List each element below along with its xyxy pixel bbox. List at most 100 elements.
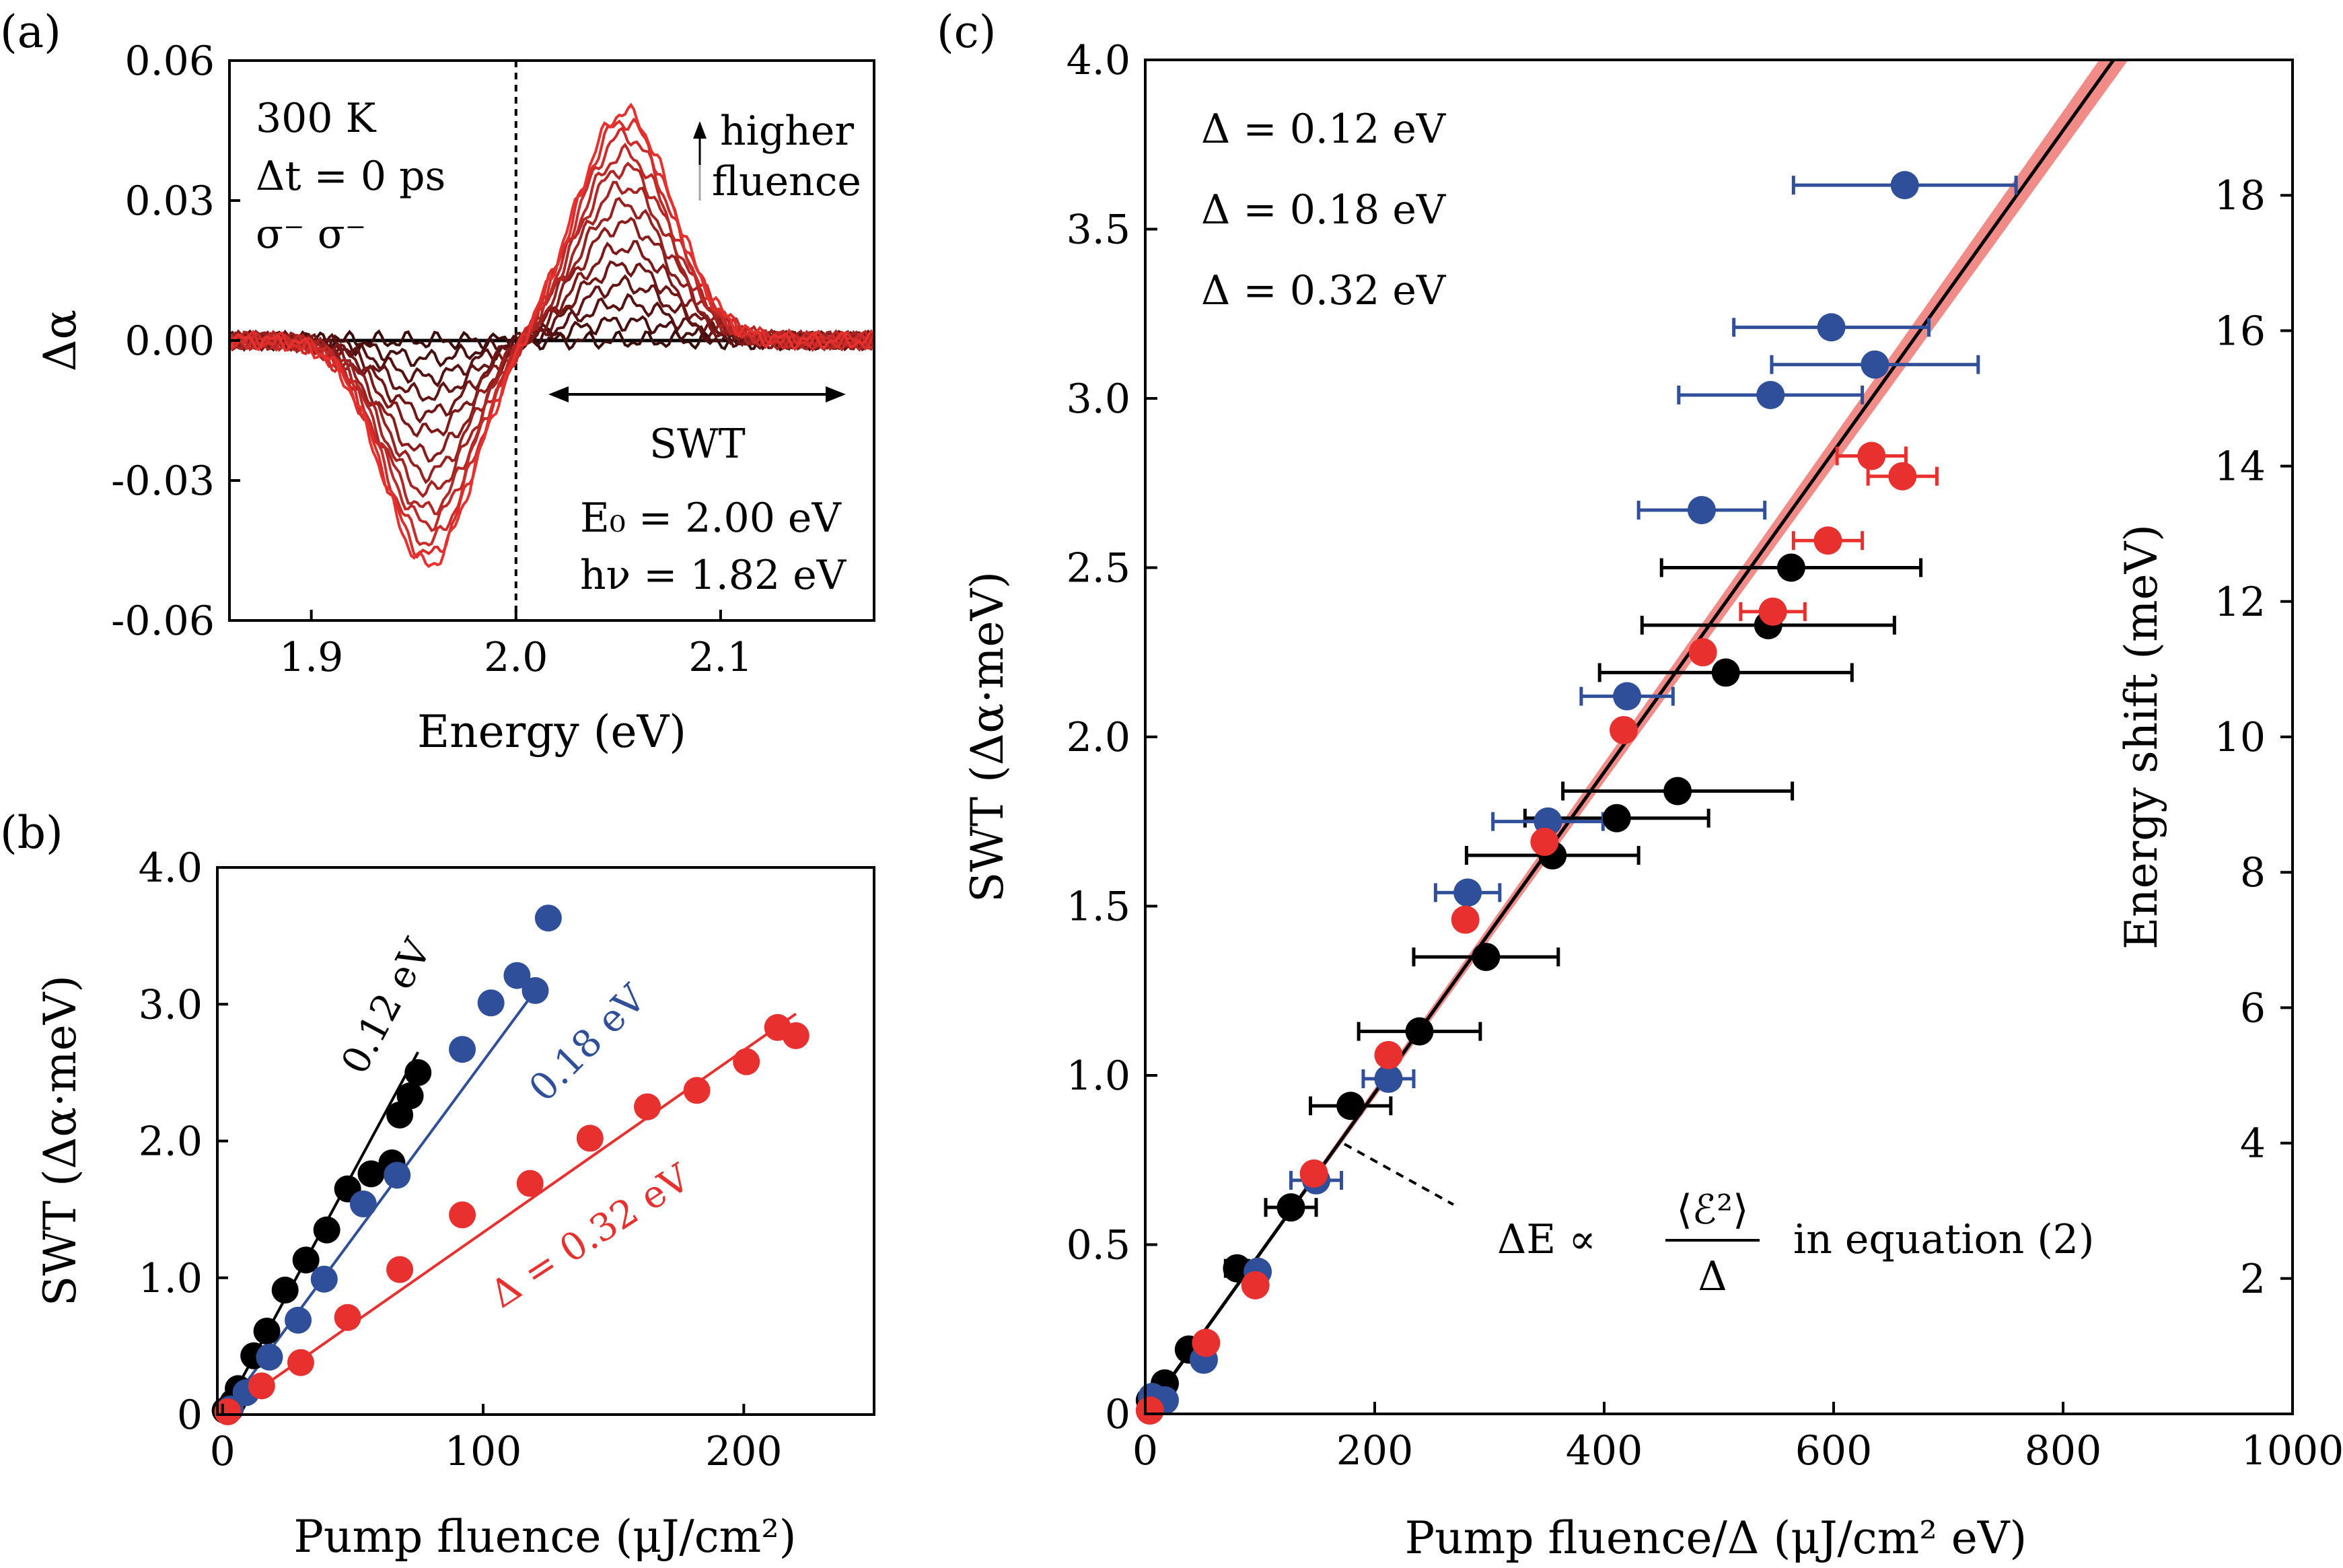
y-tick-label: 4.0 [139,845,203,892]
equation-pointer-line [1344,1143,1454,1206]
data-point [683,1077,711,1104]
hv-label: hν = 1.82 eV [580,552,847,599]
data-point [1813,526,1842,555]
data-point [1857,441,1886,470]
data-point [1776,553,1805,582]
legend-012: Δ = 0.12 eV [1201,106,1447,153]
data-point [1602,804,1631,832]
data-point [310,1265,338,1293]
higher-fluence-arrow-icon [693,121,707,201]
data-point [334,1304,361,1331]
data-point [516,1170,544,1197]
x-tick-label: 800 [2025,1427,2102,1474]
panel-a-ticks: 1.9 2.0 2.1 0.06 0.03 0.00 -0.03 -0.06 [111,38,752,681]
panel-b-x-axis-label: Pump fluence (μJ/cm²) [294,1511,797,1563]
panel-c-y2-axis-label: Energy shift (meV) [2116,524,2167,950]
data-point [1817,313,1846,342]
x-tick-label: 200 [1336,1427,1414,1474]
data-point [285,1306,312,1334]
panel-a: (a) 1.9 2.0 2.1 0.06 0.03 0.00 -0.03 -0.06 300 … [0,6,875,758]
data-point [271,1277,299,1304]
data-point [253,1318,281,1345]
data-point [1374,1065,1403,1094]
equation-rhs: in equation (2) [1793,1216,2094,1263]
x-tick-label: 2.0 [484,634,548,681]
panel-c-x-axis-label: Pump fluence/Δ (μJ/cm² eV) [1405,1512,2027,1564]
data-point [1609,715,1638,744]
panel-b-plot [211,904,809,1425]
data-point [477,989,505,1017]
y-tick-label: 1.0 [139,1255,203,1302]
y-tick-label: 0 [177,1392,203,1439]
data-point [357,1160,385,1188]
data-point [287,1349,314,1376]
data-point [782,1022,809,1049]
data-point [1451,905,1480,934]
y2-tick-label: 6 [2240,985,2266,1032]
y-tick-label: 3.5 [1067,207,1130,254]
panel-a-y-axis-label: Δα [34,310,86,371]
panel-b-line-label-032: Δ = 0.32 eV [482,1155,698,1317]
panel-b-line-label-012: 0.12 eV [333,931,441,1081]
panel-a-info-polarization: σ⁻ σ⁻ [256,211,366,258]
y-tick-label: 0.5 [1067,1222,1130,1269]
y2-tick-label: 14 [2214,443,2266,491]
y-tick-label: 2.0 [1067,714,1130,761]
data-point [384,1162,411,1189]
fluence-label: fluence [712,158,861,205]
panel-b-label: (b) [0,807,63,859]
data-point [1336,1092,1365,1120]
y-tick-label: 2.0 [139,1118,203,1166]
panel-a-x-axis-label: Energy (eV) [417,706,686,758]
fit-line [221,989,537,1416]
data-point [1472,942,1501,971]
equation-lhs: ΔE ∝ [1497,1216,1596,1263]
y2-tick-label: 10 [2214,714,2266,761]
higher-label: higher [720,108,854,155]
x-tick-label: 200 [705,1428,783,1475]
x-tick-label: 100 [445,1428,522,1475]
panel-c-y-axis-label: SWT (Δα·meV) [962,571,1013,902]
data-point [576,1125,604,1152]
data-point [1135,1396,1164,1425]
panel-c-ticks: 0 200 400 600 800 1000 4.0 3.5 3.0 2.5 2.0 1.5 1.0 0.… [1067,37,2343,1474]
data-point [1405,1017,1434,1046]
data-point [1888,462,1917,491]
x-tick-label: 1.9 [279,634,343,681]
equation-numerator: ⟨ℰ²⟩ [1676,1186,1748,1234]
data-point [634,1093,661,1120]
data-point [503,962,531,989]
data-point [1687,495,1716,524]
data-point [386,1256,414,1283]
data-point [1241,1271,1270,1299]
data-point [1711,658,1740,687]
y-tick-label: 0 [1105,1391,1130,1438]
x-tick-label: 2.1 [688,634,752,681]
spectrum-curve [228,102,875,569]
panel-a-label: (a) [0,6,61,58]
data-point [1756,380,1785,409]
data-point [1758,597,1787,626]
data-point [1688,638,1717,667]
x-tick-label: 400 [1566,1427,1643,1474]
spectrum-curve [228,126,875,547]
data-point [534,904,562,932]
swt-double-arrow-icon [548,386,846,402]
legend-018: Δ = 0.18 eV [1201,186,1447,234]
y2-tick-label: 8 [2240,849,2266,896]
data-point [1192,1328,1221,1357]
data-point [449,1036,476,1063]
panel-c-plot [1135,59,2128,1425]
y-tick-label: -0.06 [111,598,215,645]
y2-tick-label: 16 [2214,308,2266,355]
x-tick-label: 1000 [2241,1427,2343,1474]
data-point [733,1048,760,1075]
data-point [396,1082,424,1110]
panel-a-curves [228,61,875,620]
y-tick-label: 0.06 [124,38,215,85]
y-tick-label: 1.5 [1067,884,1130,931]
data-point [1861,350,1889,379]
y-tick-label: 0.00 [124,318,215,365]
data-point [1890,171,1919,200]
